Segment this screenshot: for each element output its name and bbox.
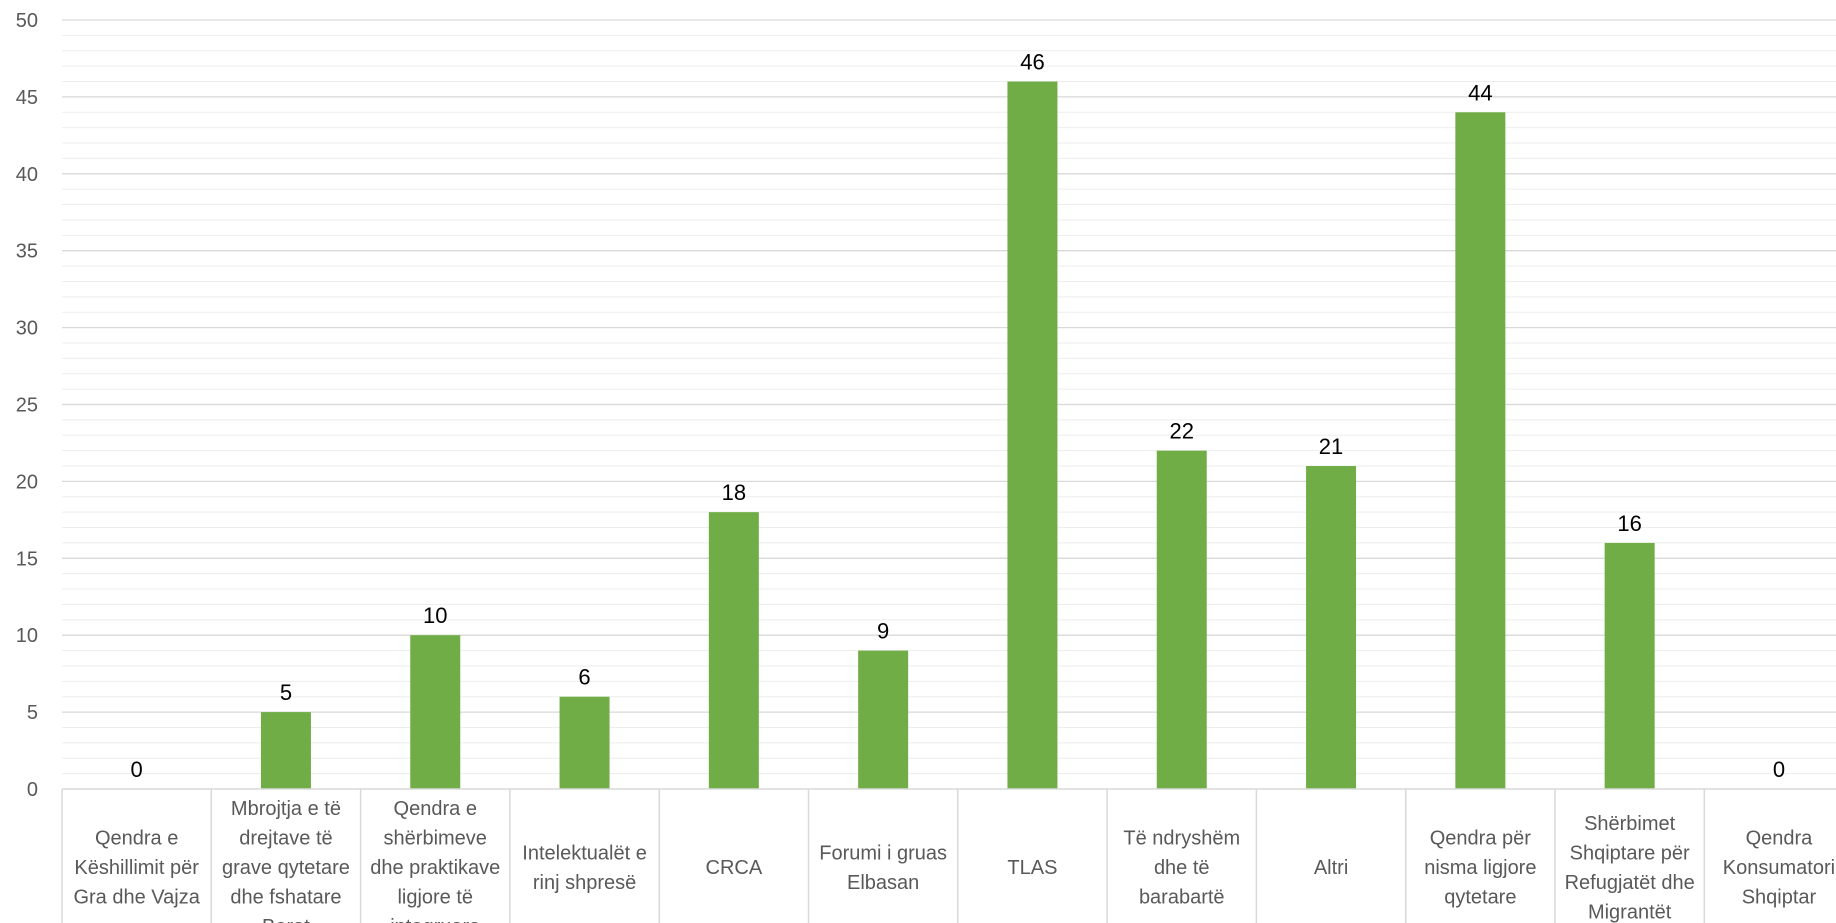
data-label: 44: [1468, 80, 1492, 105]
bar: [559, 696, 610, 789]
category-label: TLAS: [1007, 857, 1057, 879]
bars: [260, 81, 1655, 789]
category-label: integruara: [390, 916, 481, 923]
category-label: Konsumatori: [1723, 857, 1835, 879]
data-label: 16: [1617, 511, 1641, 536]
data-label: 0: [1773, 757, 1785, 782]
category-label: Berat: [262, 916, 310, 923]
bar: [260, 712, 311, 789]
data-label: 22: [1170, 419, 1194, 444]
category-label: grave qytetare: [222, 857, 350, 879]
category-label: dhe të: [1154, 857, 1210, 879]
bar: [1455, 112, 1506, 789]
bar: [1156, 450, 1207, 789]
category-label: Qendra e: [394, 798, 477, 820]
category-label: qytetare: [1444, 887, 1516, 909]
category-labels: Qendra e Këshillimit për Gra dhe Vajza Mbro…: [73, 798, 1835, 923]
category-label: Shërbimet: [1584, 813, 1676, 835]
x-axis: [61, 788, 1836, 923]
y-tick-label: 15: [16, 548, 38, 570]
y-tick-label: 50: [16, 10, 38, 32]
category-label: dhe fshatare: [230, 887, 341, 909]
y-tick-label: 20: [16, 471, 38, 493]
category-label: shërbimeve: [384, 828, 487, 850]
data-label: 9: [877, 619, 889, 644]
y-tick-label: 10: [16, 625, 38, 647]
y-axis-ticks: 0 5 10 15 20 25 30 35 40 45 50: [16, 10, 38, 801]
category-label: Këshillimit për: [74, 857, 199, 879]
gridlines: [62, 19, 1836, 775]
data-label: 21: [1319, 434, 1343, 459]
y-tick-label: 45: [16, 87, 38, 109]
bar: [1007, 81, 1058, 789]
data-label: 46: [1020, 50, 1044, 75]
category-label: Forumi i gruas: [819, 842, 947, 864]
category-label: drejtave të: [239, 828, 332, 850]
data-label: 6: [578, 665, 590, 690]
category-label: nisma ligjore: [1424, 857, 1536, 879]
bar: [410, 635, 461, 789]
category-label: Mbrojtja e të: [231, 798, 341, 820]
category-label: Altri: [1314, 857, 1348, 879]
category-label: rinj shpresë: [533, 872, 636, 894]
category-label: dhe praktikave: [370, 857, 500, 879]
y-tick-label: 35: [16, 241, 38, 263]
category-label: Shqiptare për: [1570, 842, 1690, 864]
category-label: Gra dhe Vajza: [73, 887, 200, 909]
category-label: barabartë: [1139, 887, 1225, 909]
category-label: Shqiptar: [1742, 887, 1817, 909]
category-label: Qendra: [1746, 828, 1814, 850]
y-tick-label: 5: [27, 702, 38, 724]
bar: [858, 650, 909, 789]
y-tick-label: 30: [16, 318, 38, 340]
category-label: CRCA: [706, 857, 763, 879]
category-label: Elbasan: [847, 872, 919, 894]
category-label: Migrantët: [1588, 901, 1672, 923]
y-tick-label: 0: [27, 779, 38, 801]
data-labels: 0 5 10 6 18 9 46 22 21 44 16 0: [131, 50, 1786, 782]
category-label: Intelektualët e: [522, 842, 647, 864]
bar: [1306, 466, 1357, 789]
data-label: 0: [131, 757, 143, 782]
data-label: 10: [423, 603, 447, 628]
y-tick-label: 25: [16, 395, 38, 417]
data-label: 18: [722, 480, 746, 505]
bar: [708, 512, 759, 789]
y-tick-label: 40: [16, 164, 38, 186]
category-label: Qendra për: [1430, 828, 1532, 850]
bar: [1604, 542, 1655, 789]
data-label: 5: [280, 680, 292, 705]
category-label: Qendra e: [95, 828, 178, 850]
category-label: Të ndryshëm: [1123, 828, 1240, 850]
category-label: ligjore të: [397, 887, 473, 909]
category-label: Refugjatët dhe: [1565, 872, 1695, 894]
